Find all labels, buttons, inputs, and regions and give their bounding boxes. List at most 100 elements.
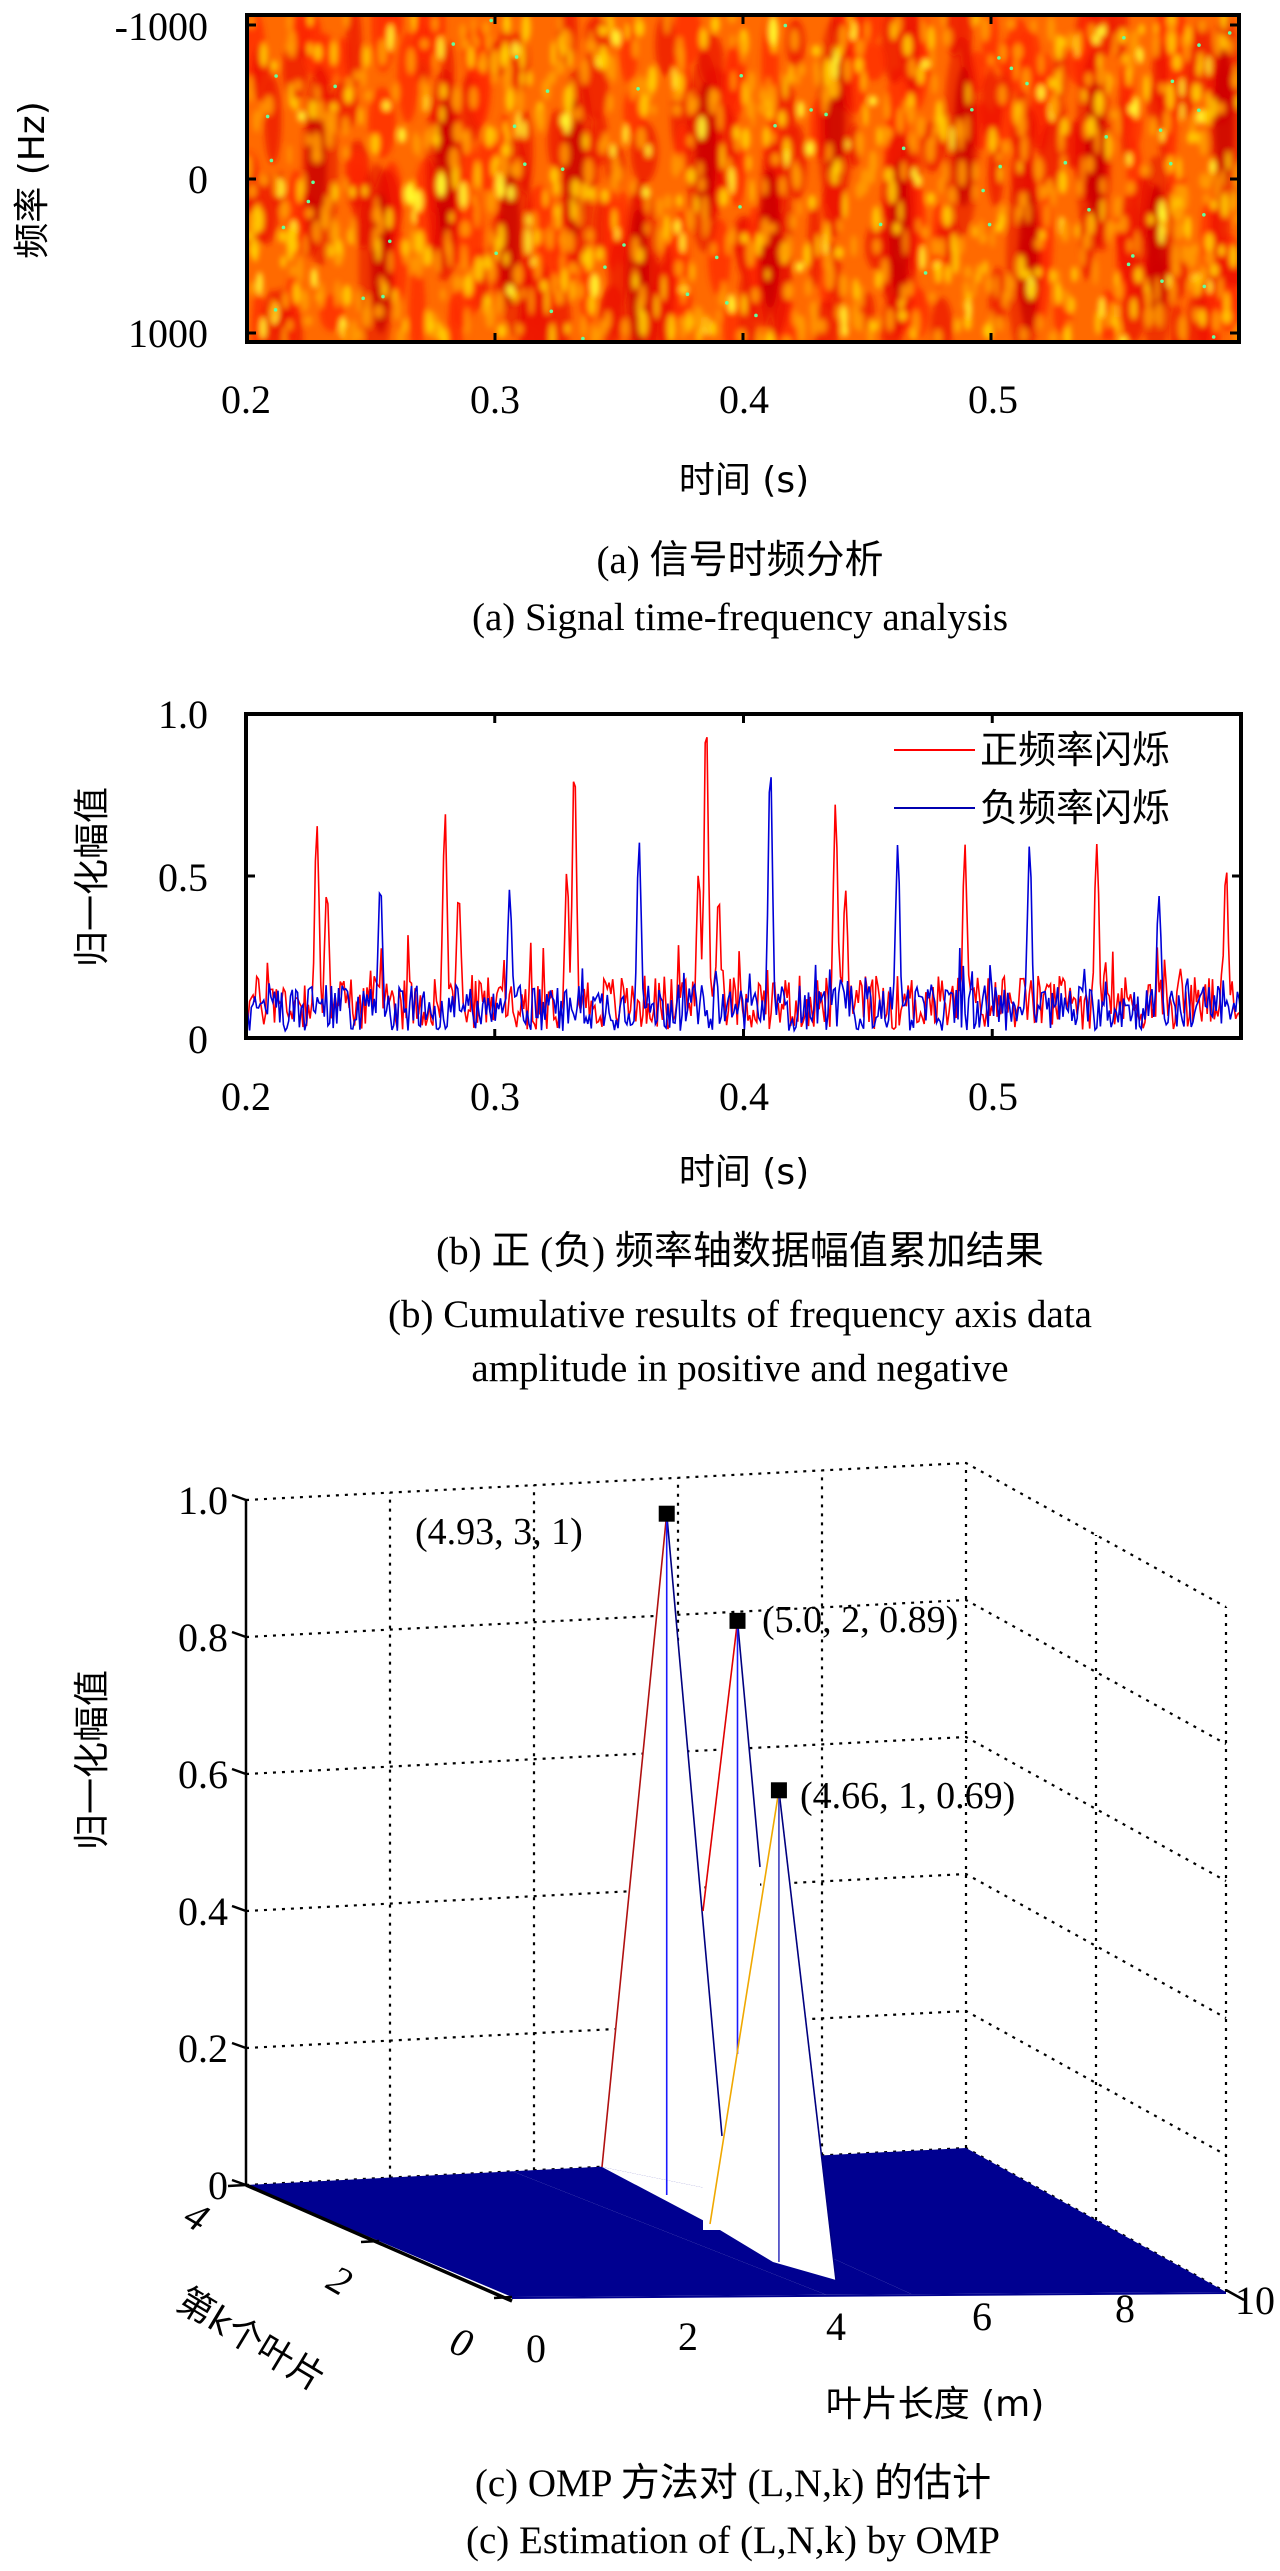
heatmap-cell <box>425 309 432 336</box>
heatmap-cell <box>1066 32 1075 50</box>
heatmap-cell <box>949 125 955 152</box>
heatmap-cell <box>1084 72 1093 87</box>
heatmap-cell <box>868 166 876 185</box>
y-tick-label: 1000 <box>128 311 208 356</box>
heatmap-cell <box>1058 130 1065 154</box>
heatmap-cell <box>492 49 500 75</box>
caption-cn: (c) OMP 方法对 (L,N,k) 的估计 <box>475 2462 991 2505</box>
heatmap-cell <box>654 293 659 319</box>
heatmap-cell <box>307 16 313 27</box>
heatmap-cell <box>742 81 748 106</box>
heatmap-cell <box>598 139 607 155</box>
heatmap-cell <box>1112 32 1118 56</box>
heatmap-cell <box>1071 266 1078 283</box>
heatmap-cell <box>883 167 894 183</box>
heatmap-cell <box>528 287 534 315</box>
heatmap-cell <box>1038 229 1046 241</box>
x-tick-label: 0.4 <box>719 377 769 422</box>
heatmap-cell <box>553 180 560 196</box>
heatmap-cell <box>294 79 303 91</box>
z-tick-mark <box>231 2041 247 2050</box>
heatmap-cell <box>568 262 578 275</box>
heatmap-cell <box>478 51 488 74</box>
heatmap-cell <box>1038 53 1044 75</box>
heatmap-cell <box>942 162 948 183</box>
heatmap-cell <box>817 319 827 334</box>
heatmap-cell <box>304 207 314 219</box>
heatmap-cell <box>274 74 278 78</box>
heatmap-cell <box>474 256 484 282</box>
heatmap-cell <box>1012 43 1023 60</box>
heatmap-cell <box>411 208 416 225</box>
z-tick-mark <box>231 1630 247 1639</box>
heatmap-cell <box>997 165 1003 183</box>
heatmap-cell <box>884 92 889 120</box>
heatmap-cell <box>656 197 664 218</box>
heatmap-cell <box>320 204 330 224</box>
heatmap-cell <box>1101 23 1106 36</box>
heatmap-cell <box>786 234 793 259</box>
heatmap-cell <box>555 58 566 76</box>
heatmap-cell <box>1223 291 1230 316</box>
heatmap-cell <box>583 158 594 185</box>
heatmap-plot <box>247 16 1238 342</box>
heatmap-cell <box>843 57 852 83</box>
heatmap-cell <box>644 223 649 234</box>
heatmap-cell <box>947 187 957 204</box>
heatmap-cell <box>938 237 946 258</box>
heatmap-cell <box>981 188 985 193</box>
heatmap-cell <box>1186 291 1211 342</box>
heatmap-cell <box>1104 311 1110 329</box>
heatmap-cell <box>570 279 576 302</box>
heatmap-cell <box>903 99 909 113</box>
k-tick-mark <box>227 2183 247 2188</box>
heatmap-cell <box>916 218 921 233</box>
heatmap-cell <box>980 71 1003 143</box>
heatmap-cell <box>999 43 1007 63</box>
heatmap-cell <box>1158 223 1165 245</box>
heatmap-cell <box>415 230 425 254</box>
heatmap-cell <box>343 178 349 192</box>
heatmap-cell <box>1034 237 1044 250</box>
heatmap-cell <box>762 126 771 147</box>
heatmap-cell <box>281 225 286 230</box>
heatmap-cell <box>270 60 278 72</box>
heatmap-cell <box>329 218 340 245</box>
heatmap-cell <box>655 16 676 77</box>
heatmap-cell <box>809 108 813 112</box>
y-tick-label: 0.5 <box>158 855 208 900</box>
x-tick-label: 0.2 <box>221 377 271 422</box>
heatmap-cell <box>1203 107 1212 126</box>
heatmap-cell <box>903 228 908 256</box>
heatmap-cell <box>1143 305 1154 328</box>
heatmap-cell <box>790 28 799 52</box>
heatmap-cell <box>265 114 270 119</box>
heatmap-cell <box>581 336 585 341</box>
heatmap-cell <box>973 183 978 201</box>
k-axis-line <box>245 2183 513 2303</box>
heatmap-cell <box>750 100 755 128</box>
heatmap-cell <box>644 195 650 213</box>
heatmap-cell <box>560 142 569 166</box>
heatmap-cell <box>826 142 833 162</box>
heatmap-cell <box>732 125 740 140</box>
heatmap-cell <box>1126 152 1132 167</box>
peak-edge <box>601 1513 668 2168</box>
heatmap-cell <box>1097 91 1103 108</box>
heatmap-cell <box>1096 66 1106 86</box>
heatmap-cell <box>285 228 295 249</box>
heatmap-cell <box>729 227 737 246</box>
heatmap-cell <box>409 227 416 256</box>
heatmap-cell <box>1186 131 1195 144</box>
heatmap-cell <box>592 41 598 63</box>
heatmap-cell <box>300 289 309 312</box>
heatmap-cell <box>920 226 929 239</box>
heatmap-cell <box>988 54 994 66</box>
heatmap-cell <box>1116 108 1121 135</box>
heatmap-cell <box>814 68 821 87</box>
heatmap-cell <box>868 95 878 107</box>
heatmap-cell <box>919 245 926 271</box>
heatmap-cell <box>955 124 964 140</box>
heatmap-cell <box>881 257 889 284</box>
heatmap-cell <box>1206 91 1211 109</box>
